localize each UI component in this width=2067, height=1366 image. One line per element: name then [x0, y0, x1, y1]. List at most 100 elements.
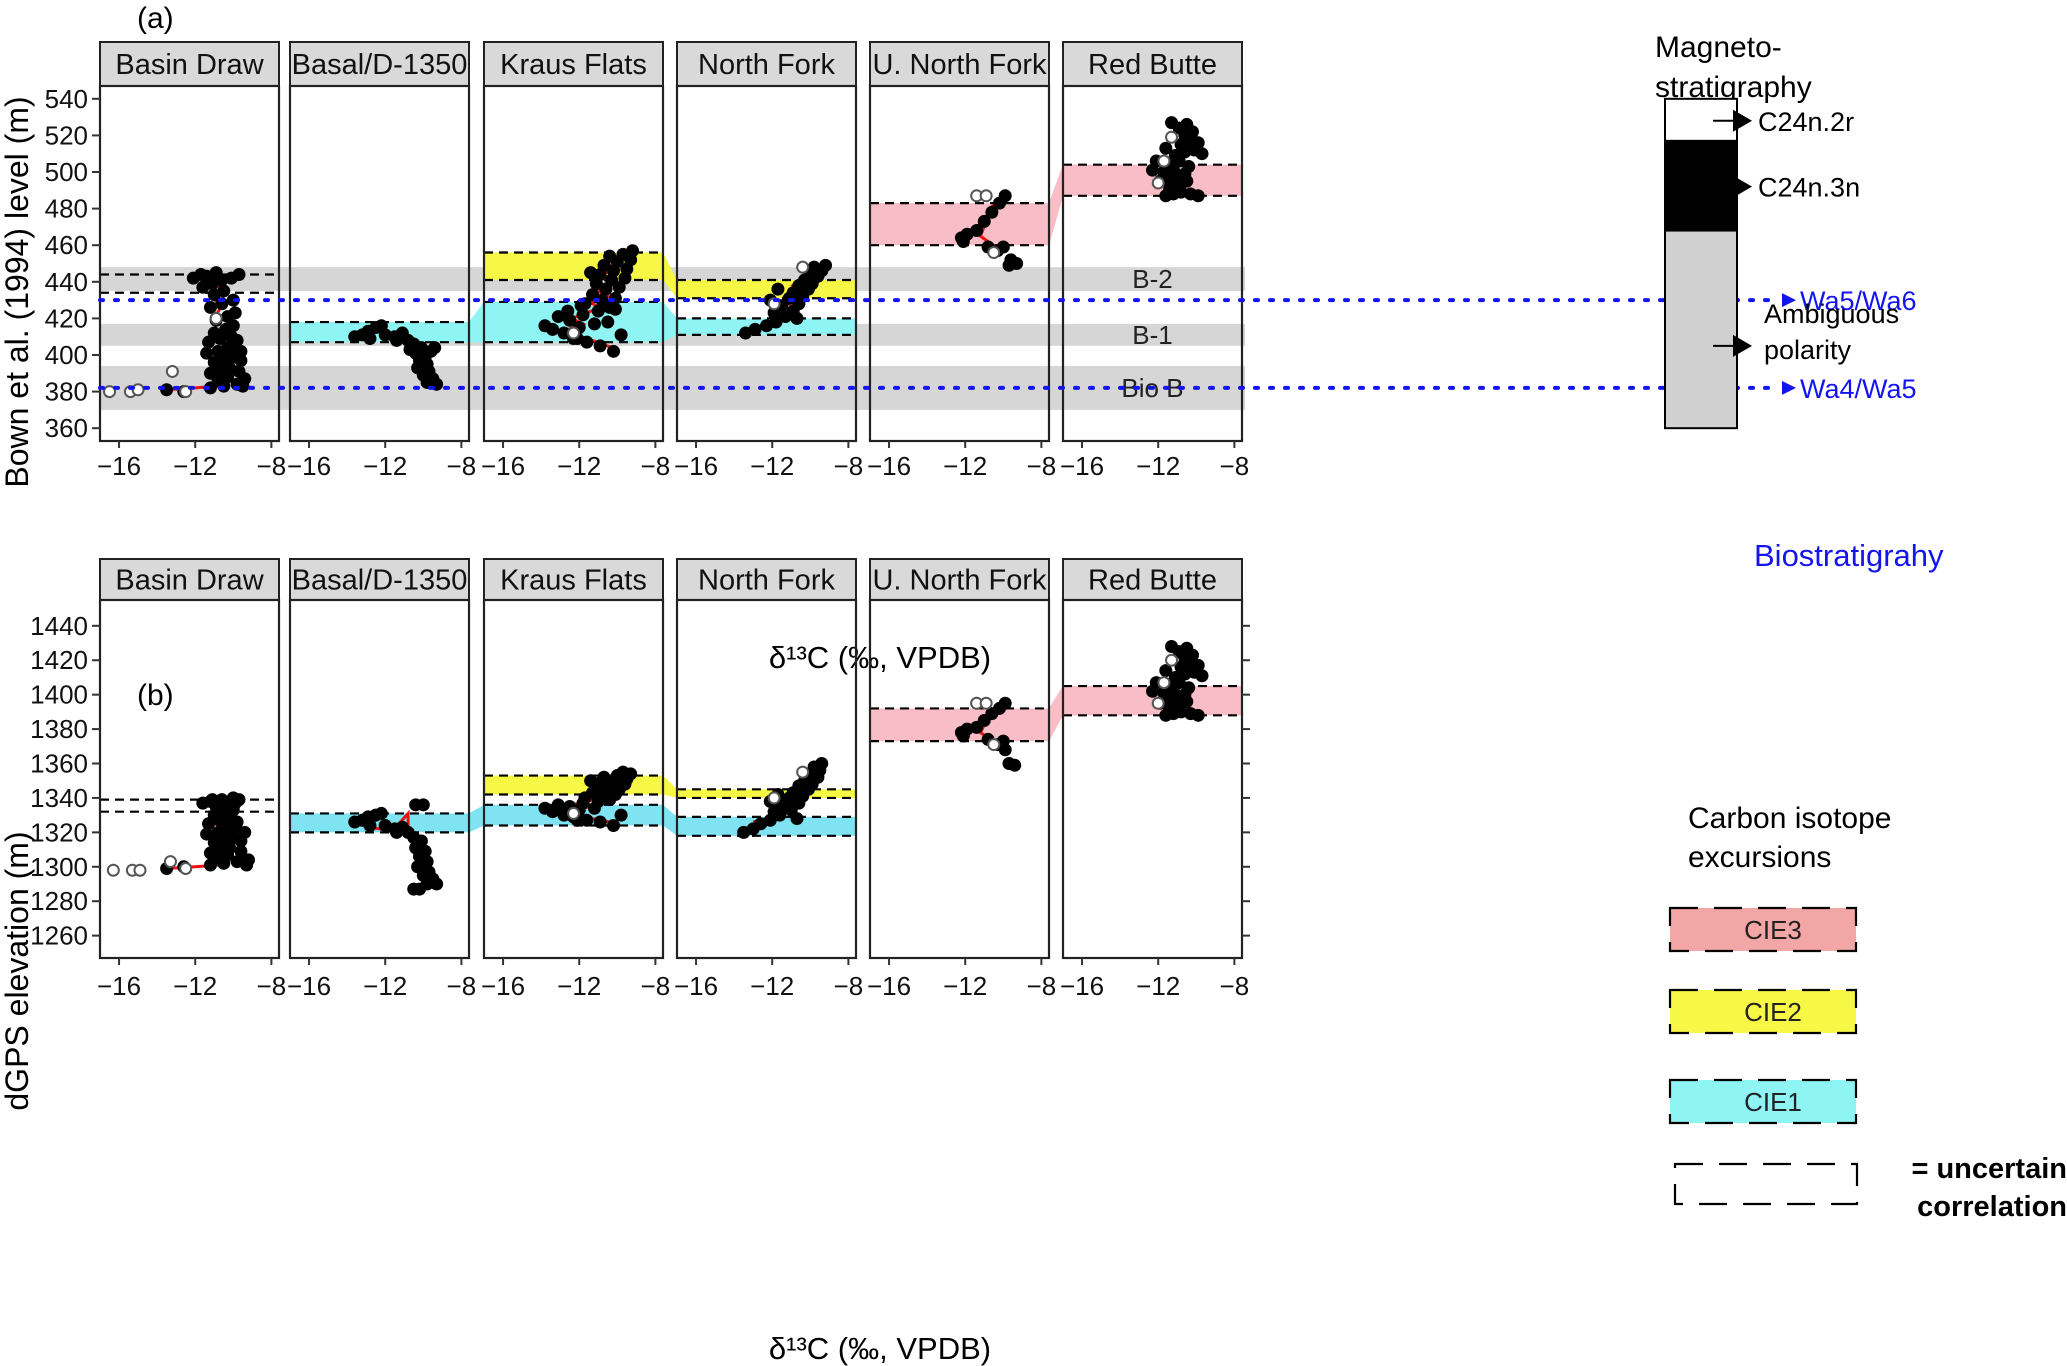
x-tick-label: −16	[867, 451, 911, 481]
panel-b-xlabel: δ¹³C (‰, VPDB)	[769, 1331, 991, 1366]
data-point	[234, 844, 248, 858]
cie-band-connector	[663, 301, 677, 343]
data-point	[1008, 758, 1022, 772]
data-point	[1191, 658, 1205, 672]
data-point-open	[567, 326, 580, 340]
data-point	[819, 258, 833, 272]
data-point-open	[103, 385, 117, 399]
biostratigraphy-label: Biostratigrahy	[1754, 538, 1944, 573]
data-point-open	[106, 863, 120, 877]
data-point	[1159, 664, 1173, 678]
data-point	[626, 244, 640, 258]
data-point-open	[567, 806, 580, 820]
y-tick-label: 440	[45, 267, 88, 297]
biozone-marker-arrow	[1782, 380, 1796, 395]
facet-title: U. North Fork	[872, 49, 1047, 81]
facet-title: Basal/D-1350	[292, 49, 468, 81]
data-point	[614, 808, 628, 822]
cie-band-connector	[663, 804, 677, 836]
facet-title: U. North Fork	[872, 565, 1047, 597]
y-tick-label: 500	[45, 157, 88, 187]
data-point	[1182, 681, 1196, 695]
facet-frame	[98, 598, 281, 960]
polarity-pointer-arrow	[1733, 334, 1752, 357]
data-point-open	[1165, 653, 1179, 667]
x-tick-label: −8	[834, 451, 864, 481]
cie3-band-connector	[1049, 686, 1063, 742]
legend-uncertain-swatch	[1673, 1162, 1859, 1206]
facet-title: Kraus Flats	[500, 565, 647, 597]
data-point	[234, 353, 248, 367]
x-tick-label: −12	[557, 451, 601, 481]
facet-frame	[868, 84, 1051, 443]
legend-items: CIE3 CIE2 CIE1	[1668, 906, 1858, 1125]
y-tick-label: 540	[45, 84, 88, 114]
data-point-open	[1165, 130, 1179, 144]
data-point	[551, 798, 565, 812]
panel-b-label: (b)	[137, 679, 174, 712]
legend-title-line2: excursions	[1688, 841, 1831, 874]
data-point	[412, 882, 426, 896]
data-point-open	[131, 383, 145, 397]
y-tick-label: 1360	[30, 749, 88, 779]
x-tick-label: −16	[1060, 971, 1104, 1001]
data-point	[420, 855, 434, 869]
data-point	[374, 806, 388, 820]
data-point-open	[163, 855, 177, 869]
data-point-open	[179, 862, 193, 875]
data-point	[807, 260, 821, 274]
facet-strip	[483, 558, 664, 601]
polarity-pointer-arrow	[1733, 175, 1752, 198]
biozone-boundary-label: Wa4/Wa5	[1800, 374, 1917, 404]
y-tick-label: 380	[45, 377, 88, 407]
y-tick-label: 400	[45, 340, 88, 370]
x-tick-label: −8	[1027, 451, 1057, 481]
facet-title: Basin Draw	[115, 565, 264, 597]
x-tick-label: −16	[674, 971, 718, 1001]
data-point	[363, 818, 377, 832]
data-point	[1165, 639, 1179, 653]
x-tick-label: −16	[867, 971, 911, 1001]
cie-band-connector	[469, 301, 484, 343]
facet-frame	[675, 84, 858, 443]
y-tick-label: 1440	[30, 611, 88, 641]
data-point	[985, 205, 999, 219]
x-tick-label: −8	[1027, 971, 1057, 1001]
y-tick-label: 1380	[30, 714, 88, 744]
data-point	[1195, 669, 1209, 683]
data-point	[1180, 117, 1194, 131]
facet-frame	[868, 598, 1051, 960]
data-point	[748, 322, 762, 336]
data-point	[771, 282, 785, 296]
x-tick-label: −8	[834, 971, 864, 1001]
legend-swatch	[1668, 1078, 1858, 1125]
data-point	[616, 765, 630, 779]
x-tick-label: −16	[97, 971, 141, 1001]
data-point	[561, 304, 575, 318]
legend-label: CIE1	[1744, 1087, 1802, 1117]
facet-frame	[1061, 598, 1244, 960]
cie-legend: Carbon isotope excursions CIE3 CIE2 CIE1 =…	[1668, 802, 2067, 1223]
facet-frame	[288, 84, 471, 443]
panel-a-ylabel: Bown et al. (1994) level (m)	[0, 96, 35, 487]
magneto-column: C24n.2r C24n.3n Ambiguous polarity	[1664, 97, 1899, 430]
data-point-open	[1157, 154, 1171, 168]
data-point	[538, 801, 552, 815]
data-point	[390, 825, 404, 839]
x-tick-label: −8	[1220, 971, 1250, 1001]
data-point	[1182, 160, 1196, 174]
polarity-label: C24n.2r	[1758, 107, 1854, 137]
data-point	[998, 743, 1012, 757]
legend-swatch	[1668, 988, 1858, 1035]
y-tick-label: 1260	[30, 921, 88, 951]
cie-band-connector	[663, 252, 677, 299]
data-point	[200, 827, 214, 841]
y-tick-label: 1420	[30, 645, 88, 675]
data-point-open	[165, 364, 179, 378]
polarity-label: Ambiguous	[1764, 299, 1899, 329]
x-tick-label: −8	[447, 971, 477, 1001]
data-point	[584, 266, 598, 280]
legend-swatch	[1668, 906, 1858, 953]
magneto-title-line1: Magneto-	[1655, 31, 1782, 64]
biozone-marker-arrow	[1782, 293, 1796, 308]
